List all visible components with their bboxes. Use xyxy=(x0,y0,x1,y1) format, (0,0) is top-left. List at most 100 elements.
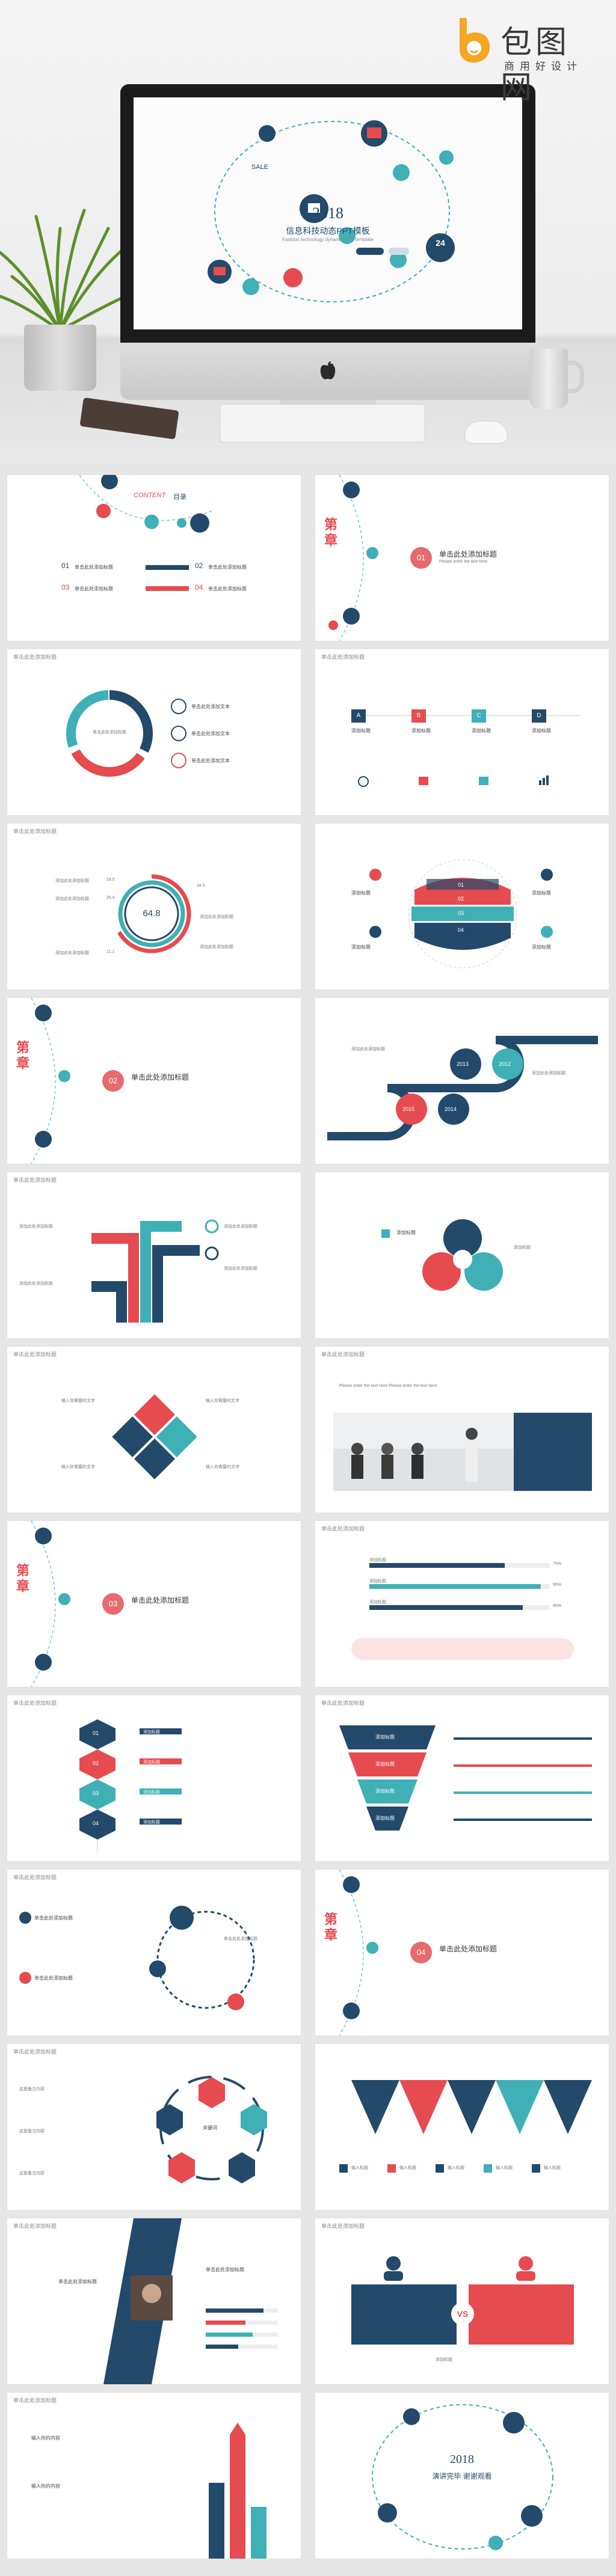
hero-year: 2018 xyxy=(312,204,343,222)
circles-note: 添加标题 xyxy=(514,1246,531,1250)
sphere-label-1: 添加标题 xyxy=(351,890,371,896)
triangle-label-1: 输入标题 xyxy=(351,2166,368,2170)
year-label-2012: 2012 xyxy=(499,1061,511,1067)
closing-illustration xyxy=(372,2404,553,2550)
chapter-char-1: 第 xyxy=(16,1040,30,1055)
versus-left-panel xyxy=(351,2284,457,2345)
slide-closing[interactable]: 2018 演讲完毕 谢谢观看 xyxy=(315,2393,609,2559)
card-d-title: 添加标题 xyxy=(532,728,551,733)
slide-header: 单击此处添加标题 xyxy=(321,654,365,660)
slide-progress-bars[interactable]: 单击此处添加标题 添加标题 75% 添加标题 95% 添加标题 85% xyxy=(315,1521,609,1687)
slide-header: 单击此处添加标题 xyxy=(13,654,57,660)
chapter-number: 02 xyxy=(102,1070,124,1092)
progress-track-1 xyxy=(369,1563,550,1568)
slide-ribbon[interactable]: 单击此处添加标题 输入你的内容 输入你的内容 xyxy=(7,2393,301,2559)
contents-mulu: 目录 xyxy=(173,494,186,501)
funnel-label-1: 添加标题 xyxy=(375,1734,395,1740)
numbered-markers xyxy=(79,1719,182,1852)
slide-contents[interactable]: CONTENT 目录 01 单击此处添加标题 02 单击此处添加标题 03 单击… xyxy=(7,475,301,641)
hex-cycle-diagram xyxy=(156,2076,267,2183)
brand-mark-icon xyxy=(460,18,490,63)
slide-header: 单击此处添加标题 xyxy=(13,1874,57,1880)
arrows-diagram xyxy=(91,1219,219,1323)
slide-year-path[interactable]: 2013 2012 2015 2014 添加此处添加标题 添加此处添加标题 xyxy=(315,998,609,1164)
triangle-label-5: 输入标题 xyxy=(544,2166,561,2170)
stat-label-1: 添加此处添加标题 xyxy=(55,879,89,883)
skill-track-3 xyxy=(206,2333,278,2337)
slide-stacked-sphere[interactable]: 01 02 03 04 添加标题 添加标题 添加标题 添加标题 xyxy=(315,824,609,990)
profile-label-left: 单击此处添加标题 xyxy=(58,2279,97,2284)
slide-header: 单击此处添加标题 xyxy=(13,828,57,834)
funnel-diagram xyxy=(339,1725,592,1831)
slide-numbered-list[interactable]: 单击此处添加标题 01 02 03 04 添加标题 添加标题 添加标题 添加标题 xyxy=(7,1695,301,1861)
stat-label-4: 添加此处添加标题 xyxy=(200,915,233,919)
monitor-screen: SALE 2018 信息科技动态PPT模板 Fashion technology… xyxy=(134,97,522,329)
ribbon-label-2: 输入你的内容 xyxy=(31,2483,60,2489)
slide-photo-text[interactable]: 单击此处添加标题 Please enter the text here Plea… xyxy=(315,1347,609,1513)
sphere-num-1: 01 xyxy=(458,882,464,888)
timeline-label-3: 单击此处添加标题 xyxy=(224,1937,257,1941)
slide-header: 单击此处添加标题 xyxy=(321,1700,365,1706)
sphere-label-4: 添加标题 xyxy=(532,944,551,950)
chapter-label: 第章 xyxy=(324,517,339,548)
triangle-label-2: 输入标题 xyxy=(399,2166,416,2170)
slide-chapter-3[interactable]: 第章 03 单击此处添加标题 xyxy=(7,1521,301,1687)
slide-chapter-1[interactable]: 第章 01 单击此处添加标题 Please enter the text her… xyxy=(315,475,609,641)
hex-note-3: 这是备注内容 xyxy=(19,2171,45,2176)
chapter-number: 03 xyxy=(102,1593,124,1615)
hero-sale-tag: SALE xyxy=(251,164,269,171)
chapter-char-2: 章 xyxy=(324,1927,338,1942)
card-b-title: 添加标题 xyxy=(411,728,431,733)
apple-logo-icon xyxy=(320,361,336,379)
slide-funnel[interactable]: 单击此处添加标题 添加标题 添加标题 添加标题 添加标题 xyxy=(315,1695,609,1861)
brand-logo[interactable]: 包图网 商用好设计 xyxy=(454,8,604,105)
slide-abcd-cards[interactable]: 单击此处添加标题 A B C D 添加标题 添加标题 添加标题 添加标题 xyxy=(315,649,609,815)
slide-header: 单击此处添加标题 xyxy=(321,2223,365,2229)
slide-timeline-circle[interactable]: 单击此处添加标题 单击此处添加标题 单击此处添加标题 单击此处添加标题 xyxy=(7,1870,301,2036)
slide-donut-stats[interactable]: 单击此处添加标题 64.8 添加此处添加标题 18.5 添加此处添加标题 26.… xyxy=(7,824,301,990)
profile-label-right: 单击此处添加标题 xyxy=(206,2267,244,2272)
progress-percent-3: 85% xyxy=(553,1604,562,1608)
slide-header: 单击此处添加标题 xyxy=(13,1351,57,1357)
contents-num-3: 03 xyxy=(61,583,70,592)
arrows-label-3: 添加此处添加标题 xyxy=(19,1225,53,1229)
brand-name: 包图网 xyxy=(500,25,571,105)
progress-fill-1 xyxy=(369,1563,505,1568)
slide-versus[interactable]: 单击此处添加标题 VS 添加标题 xyxy=(315,2218,609,2384)
sphere-num-2: 02 xyxy=(458,896,464,902)
slide-arrows[interactable]: 单击此处添加标题 添加此处添加标题 添加此处添加标题 添加此处添加标题 添加此处… xyxy=(7,1172,301,1338)
triangle-label-4: 输入标题 xyxy=(496,2166,513,2170)
versus-caption: 添加标题 xyxy=(436,2358,452,2362)
chapter-number: 01 xyxy=(410,547,432,569)
slide-hex-cycle[interactable]: 单击此处添加标题 关键词 这是备注内容 这是备注内容 这是备注内容 xyxy=(7,2044,301,2210)
slide-diamond-grid[interactable]: 单击此处添加标题 输入你需要的文字 输入你需要的文字 输入你需要的文字 输入你需… xyxy=(7,1347,301,1513)
slide-profile[interactable]: 单击此处添加标题 单击此处添加标题 单击此处添加标题 xyxy=(7,2218,301,2384)
chapter-char-1: 第 xyxy=(324,1912,338,1927)
ring-center-label: 单击此处添加标题 xyxy=(93,730,126,735)
slide-chapter-2[interactable]: 第章 02 单击此处添加标题 xyxy=(7,998,301,1164)
photo-side-panel xyxy=(514,1413,592,1491)
sphere-label-3: 添加标题 xyxy=(351,944,371,950)
progress-fill-3 xyxy=(369,1605,523,1610)
slide-hex-circles[interactable]: 添加标题 添加标题 xyxy=(315,1172,609,1338)
stat-value-2: 26.4 xyxy=(106,896,115,900)
slide-ring-list[interactable]: 单击此处添加标题 单击此处添加标题 单击此处添加文本 单击此处添加文本 单击此处… xyxy=(7,649,301,815)
year-path-note-1: 添加此处添加标题 xyxy=(351,1047,385,1051)
versus-right-panel xyxy=(469,2284,574,2345)
donut-chart xyxy=(112,874,191,953)
chapter-illustration xyxy=(31,1521,70,1687)
funnel-label-4: 添加标题 xyxy=(375,1816,395,1821)
arrows-label-1: 添加此处添加标题 xyxy=(224,1225,257,1229)
brand-tagline: 商用好设计 xyxy=(504,61,582,72)
sphere-diagram xyxy=(369,859,553,968)
profile-banner xyxy=(103,2218,182,2384)
slide-chapter-4[interactable]: 第章 04 单击此处添加标题 xyxy=(315,1870,609,2036)
chapter-char-2: 章 xyxy=(16,1579,30,1594)
slide-triangles[interactable]: 输入标题 输入标题 输入标题 输入标题 输入标题 xyxy=(315,2044,609,2210)
photo-intro-text: Please enter the text here Please enter … xyxy=(339,1384,437,1388)
progress-track-2 xyxy=(369,1584,550,1589)
slide-header: 单击此处添加标题 xyxy=(13,1700,57,1706)
hero-banner: SALE 2018 信息科技动态PPT模板 Fashion technology… xyxy=(0,0,616,463)
year-path-note-2: 添加此处添加标题 xyxy=(532,1071,565,1075)
skill-fill-2 xyxy=(206,2321,245,2325)
